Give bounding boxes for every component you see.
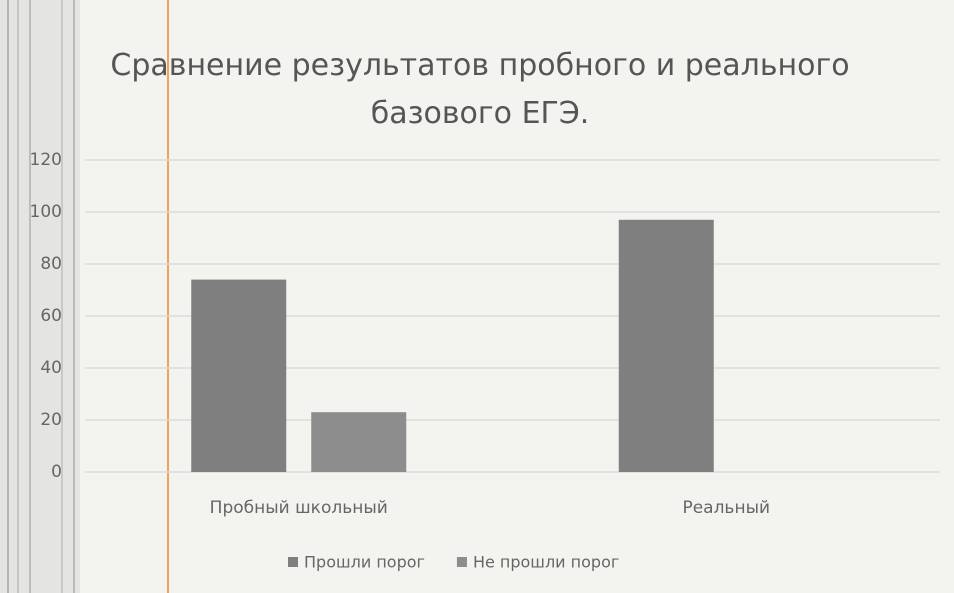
y-tick-label: 120 [30, 150, 62, 170]
bar [311, 412, 407, 472]
y-tick-label: 100 [30, 202, 62, 222]
legend-label: Прошли порог [304, 553, 425, 572]
legend-swatch [456, 557, 467, 567]
y-tick-label: 20 [40, 410, 62, 430]
x-tick-label: Пробный школьный [210, 498, 388, 518]
bar [191, 279, 287, 472]
y-tick-label: 40 [40, 358, 62, 378]
chart-title: Сравнение результатов пробного и реально… [110, 48, 850, 131]
y-tick-label: 0 [51, 462, 62, 482]
x-tick-label: Реальный [682, 498, 770, 518]
legend-swatch [288, 557, 298, 567]
page-edge [0, 0, 169, 593]
legend-label: Не прошли порог [473, 553, 619, 572]
y-tick-label: 60 [40, 306, 62, 326]
bar [618, 219, 714, 472]
y-tick-label: 80 [40, 254, 62, 274]
